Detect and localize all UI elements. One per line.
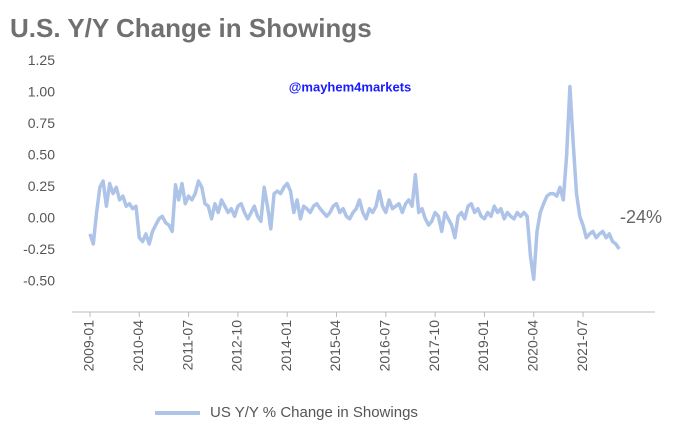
x-tick-label: 2010-04 (130, 320, 146, 372)
y-tick-label: 1.25 (28, 52, 55, 68)
y-tick-label: 0.00 (28, 209, 55, 225)
y-tick-label: 0.50 (28, 146, 55, 162)
x-tick-label: 2017-10 (426, 320, 442, 372)
y-tick-label: 0.75 (28, 115, 55, 131)
x-tick-label: 2012-10 (229, 320, 245, 372)
x-tick-label: 2019-01 (475, 320, 491, 372)
x-tick-label: 2009-01 (81, 320, 97, 372)
annotation: -24% (620, 207, 662, 227)
chart-title: U.S. Y/Y Change in Showings (10, 13, 372, 43)
y-tick-label: -0.50 (23, 272, 55, 288)
x-tick-label: 2021-07 (574, 320, 590, 372)
y-tick-label: 0.25 (28, 178, 55, 194)
watermark: @mayhem4markets (289, 79, 412, 94)
x-tick-label: 2020-04 (524, 320, 540, 372)
line (88, 84, 621, 281)
x-tick-label: 2015-04 (327, 320, 343, 372)
y-tick-label: -0.25 (23, 241, 55, 257)
x-tick-label: 2016-07 (377, 320, 393, 372)
x-tick-label: 2014-01 (278, 320, 294, 372)
x-tick-label: 2011-07 (179, 320, 195, 371)
y-tick-label: 1.00 (28, 83, 55, 99)
legend-label: US Y/Y % Change in Showings (210, 404, 418, 421)
